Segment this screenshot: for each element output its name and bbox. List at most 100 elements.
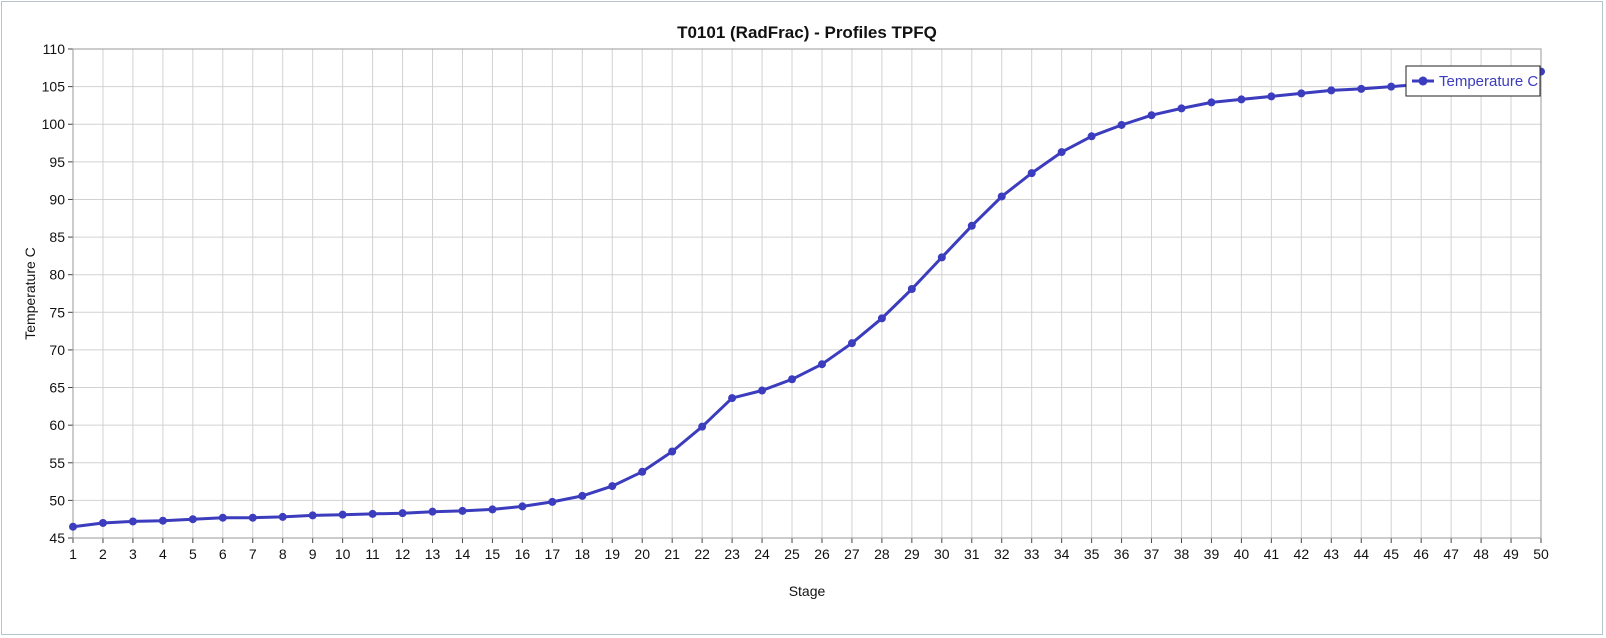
x-tick-label: 6 xyxy=(219,546,227,562)
x-tick-label: 7 xyxy=(249,546,257,562)
data-point[interactable] xyxy=(877,314,886,323)
data-point[interactable] xyxy=(817,360,826,369)
series-line-temperature xyxy=(72,70,1542,529)
data-point[interactable] xyxy=(158,516,167,525)
y-tick-label: 80 xyxy=(49,267,65,283)
x-tick-label: 31 xyxy=(964,546,980,562)
data-point[interactable] xyxy=(218,513,227,522)
x-tick-label: 12 xyxy=(395,546,411,562)
data-point[interactable] xyxy=(278,512,287,521)
data-point[interactable] xyxy=(1267,92,1276,101)
x-tick-label: 41 xyxy=(1264,546,1280,562)
data-point[interactable] xyxy=(967,221,976,230)
legend[interactable]: Temperature C xyxy=(1405,65,1541,97)
data-point[interactable] xyxy=(608,482,617,491)
data-point[interactable] xyxy=(937,253,946,262)
x-tick-label: 23 xyxy=(724,546,740,562)
data-point[interactable] xyxy=(578,491,587,500)
x-tick-label: 18 xyxy=(575,546,591,562)
y-tick-label: 105 xyxy=(42,79,66,95)
x-tick-label: 9 xyxy=(309,546,317,562)
data-point[interactable] xyxy=(1147,111,1156,120)
x-tick-label: 35 xyxy=(1084,546,1100,562)
data-point[interactable] xyxy=(458,506,467,515)
data-point[interactable] xyxy=(1237,95,1246,104)
y-tick-label: 90 xyxy=(49,191,65,207)
x-tick-label: 44 xyxy=(1353,546,1369,562)
data-point[interactable] xyxy=(638,467,647,476)
x-tick-label: 27 xyxy=(844,546,860,562)
y-tick-label: 55 xyxy=(49,455,65,471)
data-point[interactable] xyxy=(698,422,707,431)
y-tick-label: 70 xyxy=(49,342,65,358)
x-tick-label: 15 xyxy=(485,546,501,562)
x-tick-label: 17 xyxy=(545,546,561,562)
data-point[interactable] xyxy=(488,505,497,514)
x-tick-label: 25 xyxy=(784,546,800,562)
data-point[interactable] xyxy=(128,517,137,526)
data-point[interactable] xyxy=(907,284,916,293)
data-point[interactable] xyxy=(1297,89,1306,98)
data-point[interactable] xyxy=(997,192,1006,201)
data-point[interactable] xyxy=(1177,104,1186,113)
x-tick-label: 32 xyxy=(994,546,1010,562)
y-axis-title: Temperature C xyxy=(22,247,38,340)
y-tick-label: 100 xyxy=(42,116,66,132)
plot-area-border xyxy=(72,48,1542,539)
x-tick-label: 22 xyxy=(694,546,710,562)
x-tick-label: 33 xyxy=(1024,546,1040,562)
x-tick-label: 43 xyxy=(1323,546,1339,562)
data-point[interactable] xyxy=(69,522,77,531)
data-point[interactable] xyxy=(248,513,257,522)
y-tick-label: 85 xyxy=(49,229,65,245)
data-point[interactable] xyxy=(847,339,856,348)
x-tick-label: 14 xyxy=(455,546,471,562)
tick-labels: 1 2 3 4 5 6 7 8 9 10 11 12 13 14 15 16 17 18 19 20 21 22 23 24 2… xyxy=(42,41,1549,562)
data-point[interactable] xyxy=(1207,98,1216,107)
data-point[interactable] xyxy=(728,394,737,403)
data-point[interactable] xyxy=(1057,148,1066,157)
y-tick-label: 45 xyxy=(49,530,65,546)
x-tick-label: 46 xyxy=(1413,546,1429,562)
x-tick-label: 1 xyxy=(69,546,77,562)
x-tick-label: 4 xyxy=(159,546,167,562)
data-point[interactable] xyxy=(548,497,557,506)
data-point[interactable] xyxy=(668,447,677,456)
x-tick-label: 19 xyxy=(604,546,620,562)
data-point[interactable] xyxy=(188,515,197,524)
data-point[interactable] xyxy=(98,518,107,527)
data-point[interactable] xyxy=(518,502,527,511)
legend-entry-temperature: Temperature C xyxy=(1439,73,1538,90)
x-tick-label: 50 xyxy=(1533,546,1549,562)
data-point[interactable] xyxy=(758,386,767,395)
x-tick-label: 39 xyxy=(1204,546,1220,562)
x-tick-label: 8 xyxy=(279,546,287,562)
data-point[interactable] xyxy=(428,507,437,516)
data-point[interactable] xyxy=(1117,120,1126,129)
data-point[interactable] xyxy=(1027,169,1036,178)
x-tick-label: 5 xyxy=(189,546,197,562)
x-tick-label: 38 xyxy=(1174,546,1190,562)
data-point[interactable] xyxy=(338,510,347,519)
series-layer xyxy=(69,67,1545,531)
x-tick-label: 34 xyxy=(1054,546,1070,562)
legend-dot-marker xyxy=(1418,76,1428,86)
data-point[interactable] xyxy=(1327,86,1336,95)
x-tick-label: 40 xyxy=(1234,546,1250,562)
x-tick-label: 21 xyxy=(664,546,680,562)
data-point[interactable] xyxy=(398,509,407,518)
data-point[interactable] xyxy=(1357,84,1366,93)
data-point[interactable] xyxy=(368,509,377,518)
data-point[interactable] xyxy=(1087,132,1096,141)
x-tick-label: 20 xyxy=(634,546,650,562)
x-tick-label: 42 xyxy=(1294,546,1310,562)
data-point[interactable] xyxy=(788,375,797,384)
axes xyxy=(68,48,1542,543)
data-point[interactable] xyxy=(308,511,317,520)
x-tick-label: 3 xyxy=(129,546,137,562)
data-point[interactable] xyxy=(1387,82,1396,91)
x-tick-label: 26 xyxy=(814,546,830,562)
x-tick-label: 11 xyxy=(365,546,380,562)
